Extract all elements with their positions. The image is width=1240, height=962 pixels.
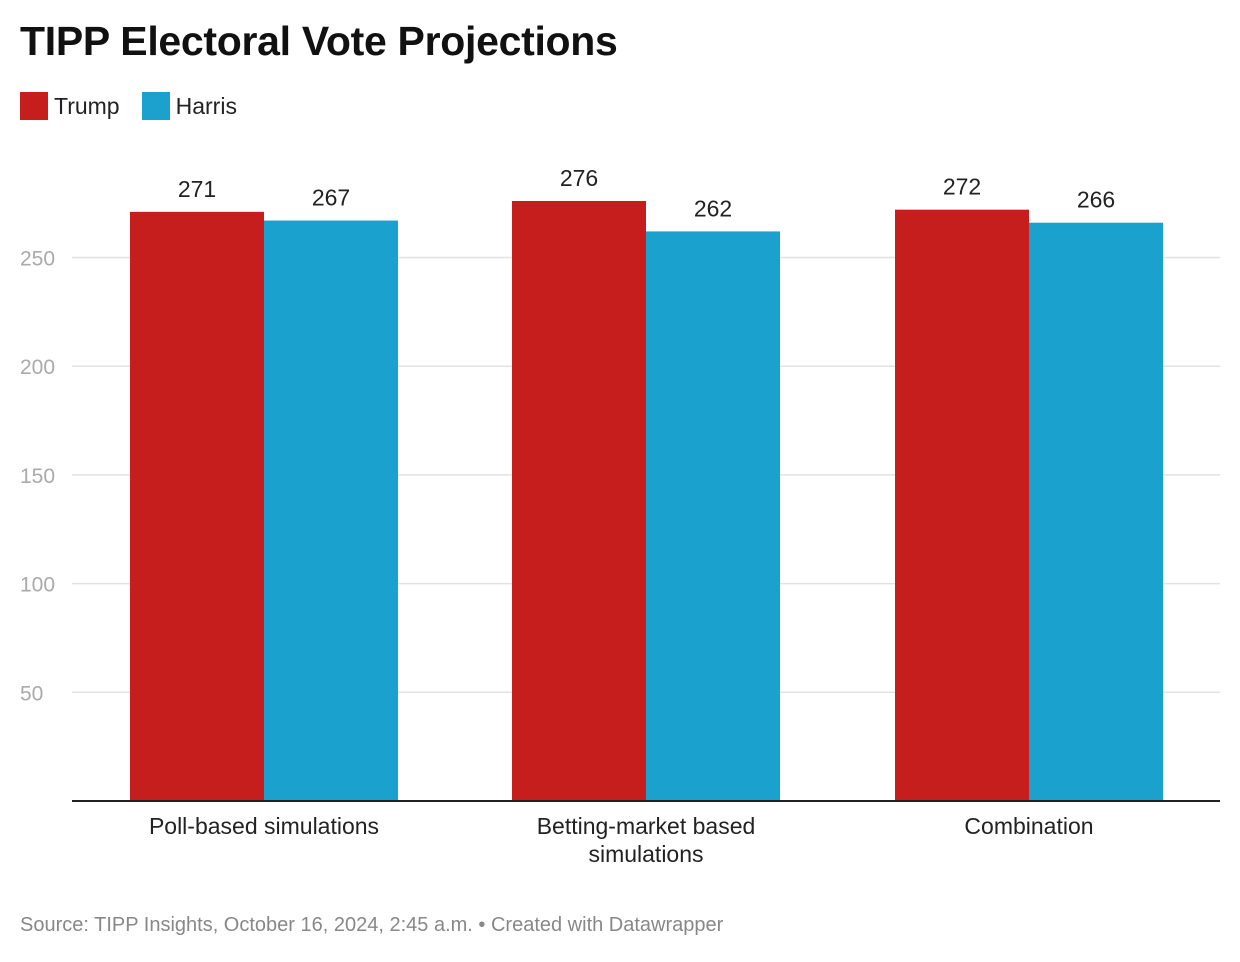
legend-item-harris: Harris [141,92,237,120]
y-tick-label: 100 [20,574,55,597]
legend-label-harris: Harris [175,92,237,119]
bar-harris [1029,222,1163,801]
bar-trump [895,209,1029,801]
bar-harris [264,220,398,801]
y-tick-label: 250 [20,248,55,271]
y-tick-label: 150 [20,465,55,488]
data-label: 271 [178,176,216,202]
bar-harris [646,231,780,802]
x-category-label: Combination [964,813,1093,839]
data-label: 262 [694,195,732,221]
legend-label-trump: Trump [54,92,120,119]
data-label: 266 [1077,187,1115,213]
legend-swatch-trump [20,92,48,120]
chart-title: TIPP Electoral Vote Projections [20,18,618,64]
x-category-label: Poll-based simulations [149,813,379,839]
data-label: 276 [560,165,598,191]
legend-item-trump: Trump [20,92,120,120]
data-label: 272 [943,174,981,200]
source-note: Source: TIPP Insights, October 16, 2024,… [20,914,724,936]
legend-swatch-harris [141,92,170,120]
x-category-label: simulations [588,841,703,867]
bar-trump [130,211,264,801]
bar-chart: 50 100 150 200 250 271 267 Poll-based simulatio… [20,165,1220,867]
y-tick-label: 200 [20,356,55,379]
legend: Trump Harris [20,92,259,120]
x-category-label: Betting-market based [537,813,756,839]
bar-trump [512,200,646,801]
data-label: 267 [312,185,350,211]
y-tick-label: 50 [20,682,43,705]
